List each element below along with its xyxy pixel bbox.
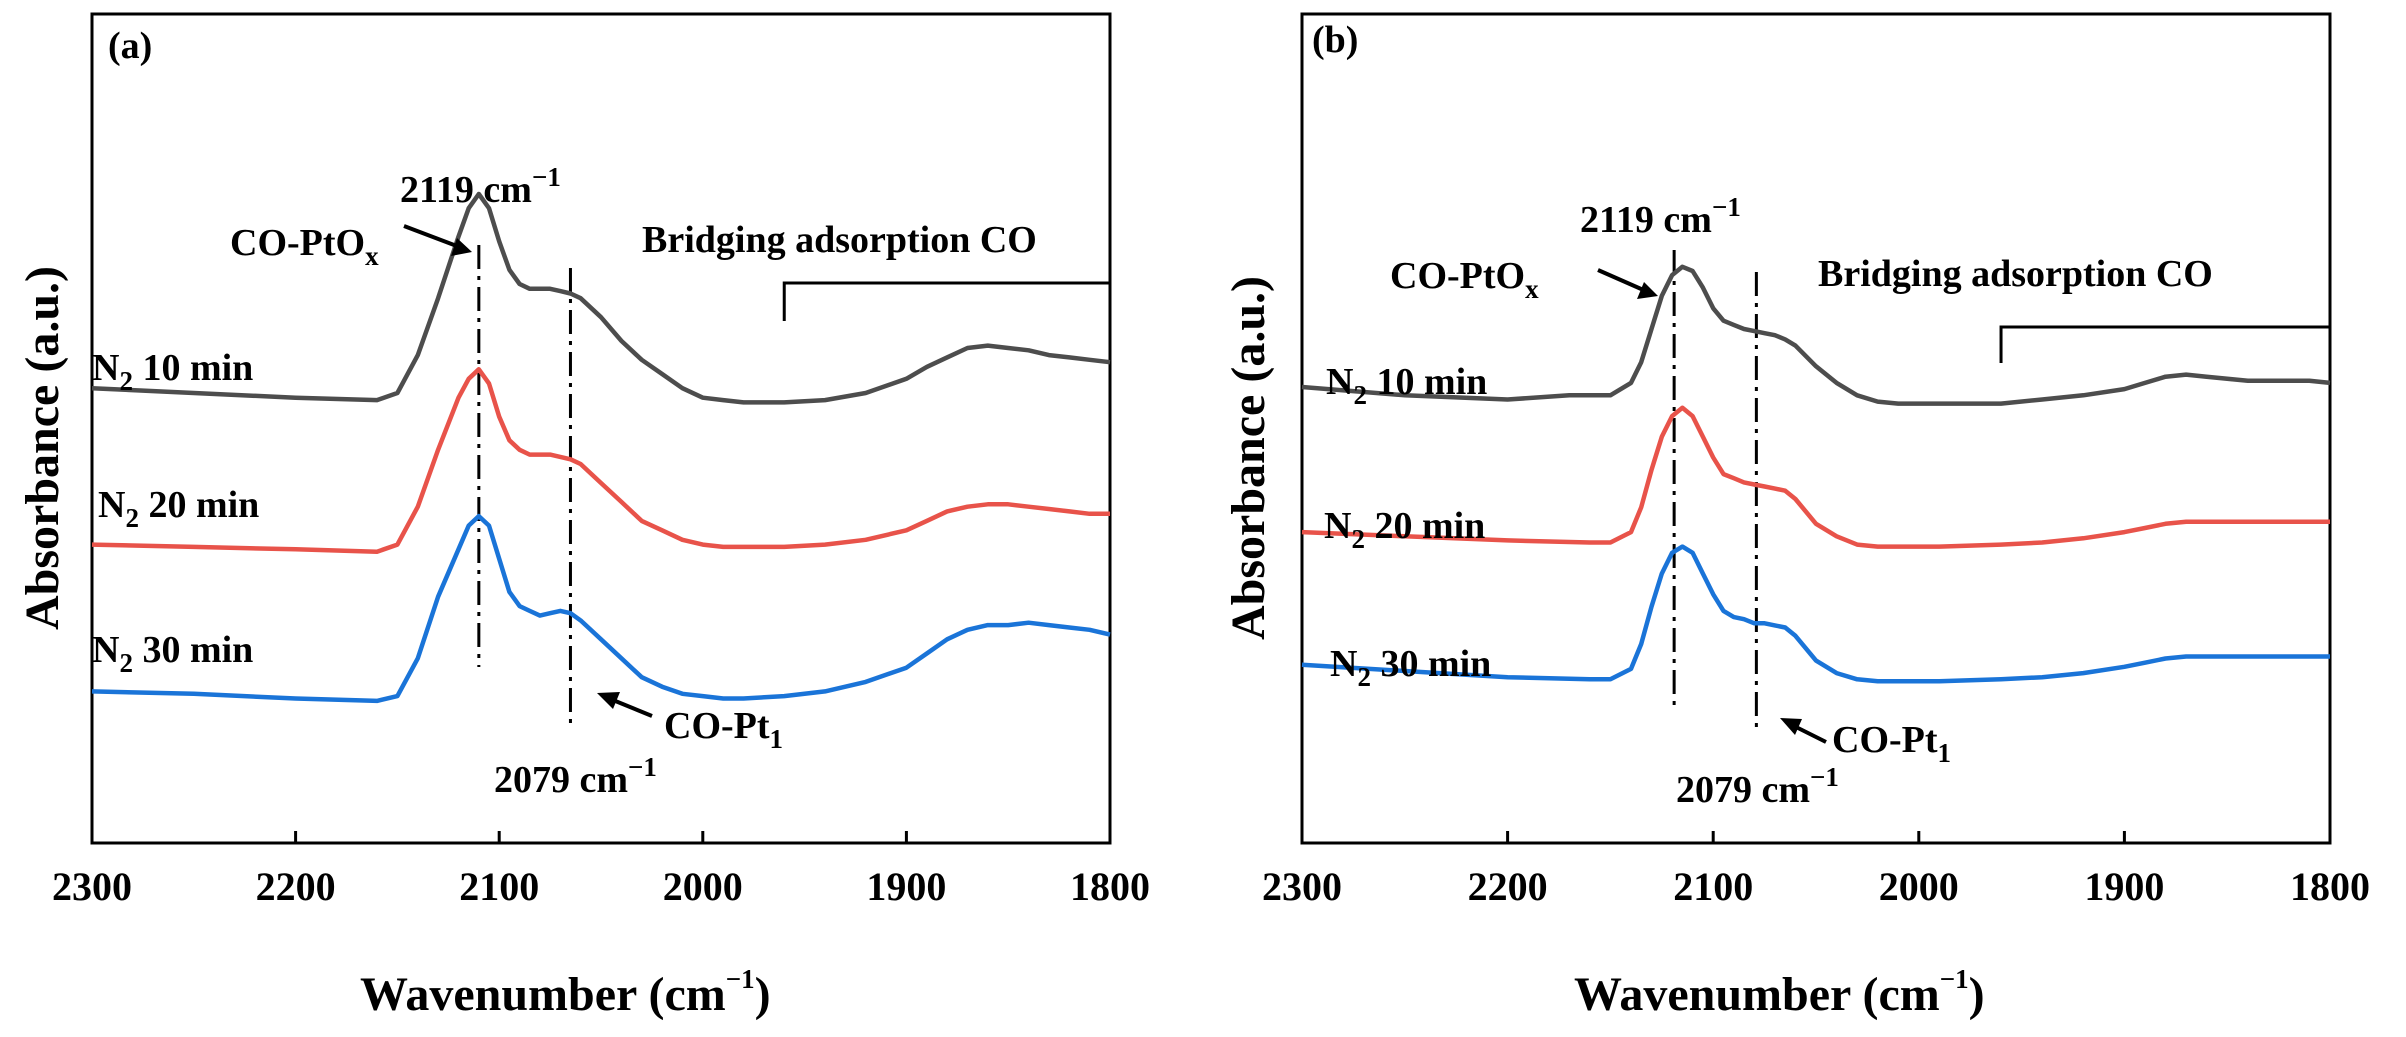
arrow-head-a-0	[451, 238, 472, 256]
species-label-b-0: CO-PtOx	[1390, 255, 1539, 304]
x-ticks-a	[90, 831, 1112, 843]
x-tick-label-b-5: 1800	[2290, 864, 2370, 909]
x-tick-label-a-4: 1900	[866, 864, 946, 909]
series-label-b-0: N2 10 min	[1326, 361, 1487, 410]
x-tick-label-b-1: 2200	[1468, 864, 1548, 909]
bracket-b	[1999, 325, 2332, 363]
x-axis-title-a: Wavenumber (cm−1)	[360, 964, 771, 1021]
series-label-a-0: N2 10 min	[92, 347, 253, 396]
plot-frame-a	[90, 12, 1112, 845]
panel-label-a: (a)	[108, 25, 152, 67]
series-line-b-0	[1301, 264, 2331, 406]
series-label-a-2: N2 30 min	[92, 629, 253, 678]
reference-lines-b	[1672, 250, 1758, 730]
species-label-b-1: CO-Pt1	[1832, 719, 1951, 768]
y-axis-title-a: Absorbance (a.u.)	[16, 266, 69, 630]
series-line-a-1	[91, 367, 1110, 554]
bracket-label-a: Bridging adsorption CO	[642, 219, 1037, 261]
x-tick-label-a-1: 2200	[256, 864, 336, 909]
series-label-a-1: N2 20 min	[98, 484, 259, 533]
bracket-a	[782, 281, 1112, 321]
x-tick-labels-a: 2300 2200 2100 2000 1900 1800	[52, 864, 1150, 909]
bracket-label-b: Bridging adsorption CO	[1818, 253, 2213, 295]
peak-label-b-1: 2079 cm−1	[1676, 762, 1839, 811]
x-tick-label-b-3: 2000	[1879, 864, 1959, 909]
series-line-b-1	[1301, 405, 2330, 549]
series-label-b-2: N2 30 min	[1330, 643, 1491, 692]
x-tick-label-b-2: 2100	[1673, 864, 1753, 909]
panel-label-b: (b)	[1312, 19, 1358, 61]
arrow-head-a-1	[597, 692, 620, 709]
peak-label-a-0: 2119 cm−1	[400, 162, 561, 211]
panel-b: (b) 2300 2200 2100 2000 1900 1800 N2 10 min N…	[1222, 12, 2370, 1021]
plot-frame-b	[1300, 12, 2332, 845]
x-axis-title-b: Wavenumber (cm−1)	[1574, 964, 1985, 1021]
x-tick-label-a-0: 2300	[52, 864, 132, 909]
series-line-b-2	[1301, 544, 2330, 684]
series-group-a	[91, 191, 1111, 704]
series-label-b-1: N2 20 min	[1324, 505, 1485, 554]
x-tick-labels-b: 2300 2200 2100 2000 1900 1800	[1262, 864, 2370, 909]
arrow-a-0	[403, 224, 463, 250]
species-label-a-1: CO-Pt1	[664, 705, 783, 754]
peak-label-a-1: 2079 cm−1	[494, 752, 657, 801]
species-label-a-0: CO-PtOx	[230, 222, 379, 271]
arrow-b-0	[1597, 268, 1649, 294]
x-ticks-b	[1300, 831, 2332, 843]
x-tick-label-b-0: 2300	[1262, 864, 1342, 909]
x-tick-label-a-2: 2100	[459, 864, 539, 909]
arrow-head-b-0	[1637, 282, 1658, 299]
panel-a: (a) 2300 2200 2100 2000 1900 1800 N2 10 min N…	[16, 12, 1150, 1021]
arrow-head-b-1	[1780, 718, 1802, 735]
peak-label-b-0: 2119 cm−1	[1580, 192, 1741, 241]
y-axis-title-b: Absorbance (a.u.)	[1222, 276, 1275, 640]
series-line-a-2	[91, 513, 1111, 704]
x-tick-label-b-4: 1900	[2084, 864, 2164, 909]
series-group-b	[1301, 264, 2331, 684]
x-tick-label-a-5: 1800	[1070, 864, 1150, 909]
reference-lines-a	[477, 245, 572, 725]
x-tick-label-a-3: 2000	[663, 864, 743, 909]
